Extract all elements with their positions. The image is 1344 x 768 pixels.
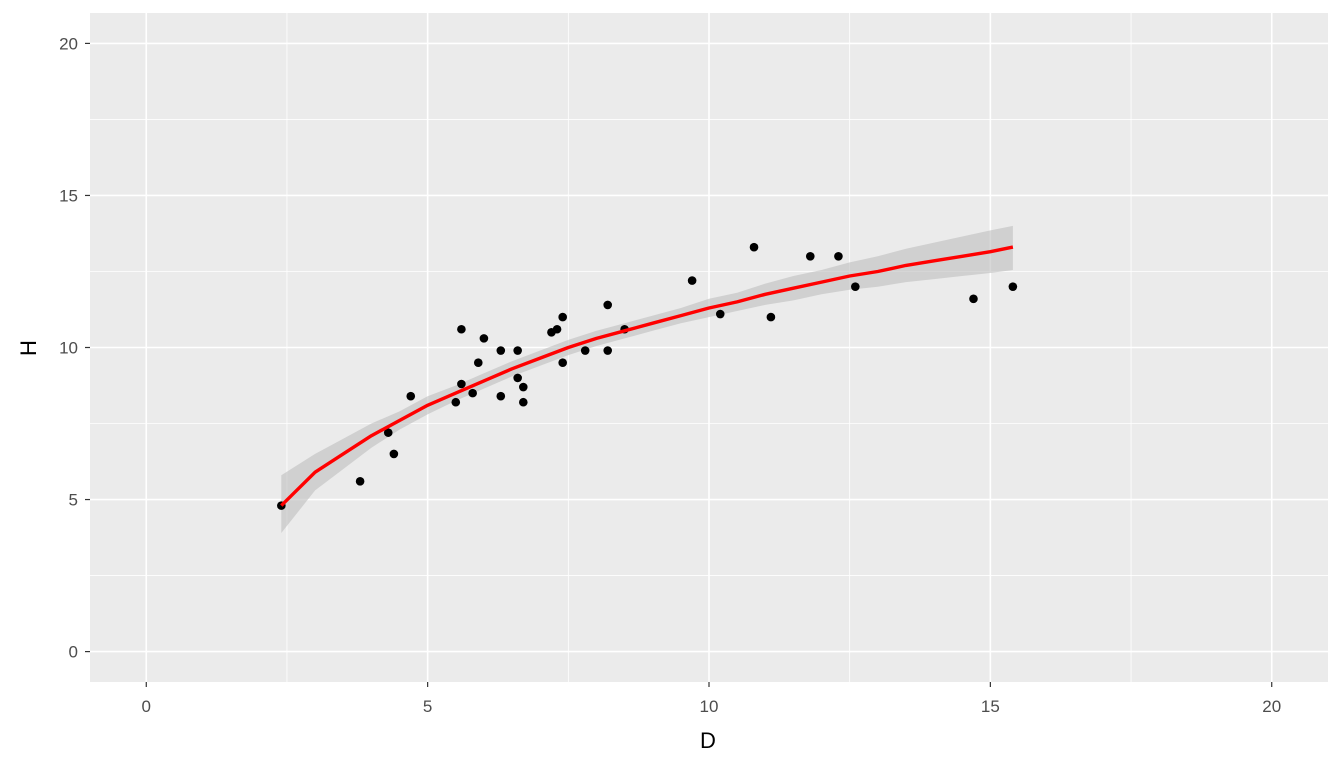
y-axis-title: H xyxy=(16,340,41,356)
y-tick-label: 0 xyxy=(69,643,78,662)
data-point xyxy=(969,294,978,304)
fit-line xyxy=(280,245,1014,507)
x-axis-title: D xyxy=(700,728,716,753)
data-point xyxy=(687,276,697,285)
data-point xyxy=(479,334,489,343)
data-point xyxy=(519,397,528,407)
data-point xyxy=(580,346,590,355)
data-point xyxy=(457,324,466,334)
y-tick-label: 20 xyxy=(59,34,78,53)
data-point xyxy=(834,251,843,261)
y-tick-label: 5 xyxy=(69,491,78,510)
data-point xyxy=(406,391,416,401)
x-tick-label: 5 xyxy=(423,697,432,716)
x-tick-label: 15 xyxy=(981,697,1000,716)
data-point xyxy=(451,397,461,407)
data-point xyxy=(496,346,506,355)
data-point xyxy=(558,358,567,368)
data-point xyxy=(805,251,815,261)
major-gridlines xyxy=(90,13,1328,682)
data-point xyxy=(603,346,613,355)
data-point xyxy=(389,449,399,459)
data-point xyxy=(513,373,522,383)
data-point xyxy=(766,312,776,322)
data-point xyxy=(1008,282,1018,291)
data-point xyxy=(519,382,528,392)
data-point xyxy=(457,379,466,389)
x-tick-label: 20 xyxy=(1262,697,1281,716)
data-point xyxy=(468,388,477,398)
data-point xyxy=(513,346,522,355)
data-point xyxy=(749,242,759,252)
x-axis-ticks: 0 5 10 15 20 xyxy=(142,682,1281,716)
confidence-band xyxy=(281,225,1013,533)
y-tick-label: 10 xyxy=(59,339,78,358)
data-point xyxy=(603,300,613,310)
data-point xyxy=(383,428,393,437)
data-point xyxy=(355,477,365,486)
data-point xyxy=(851,282,860,291)
data-point xyxy=(473,358,483,368)
data-point xyxy=(552,324,562,334)
data-point xyxy=(496,391,506,401)
y-tick-label: 15 xyxy=(59,186,78,205)
y-axis-ticks: 0 5 10 15 20 xyxy=(59,34,90,662)
data-point xyxy=(715,309,725,319)
data-points xyxy=(277,242,1018,510)
x-tick-label: 10 xyxy=(700,697,719,716)
data-point xyxy=(558,312,567,322)
x-tick-label: 0 xyxy=(142,697,151,716)
